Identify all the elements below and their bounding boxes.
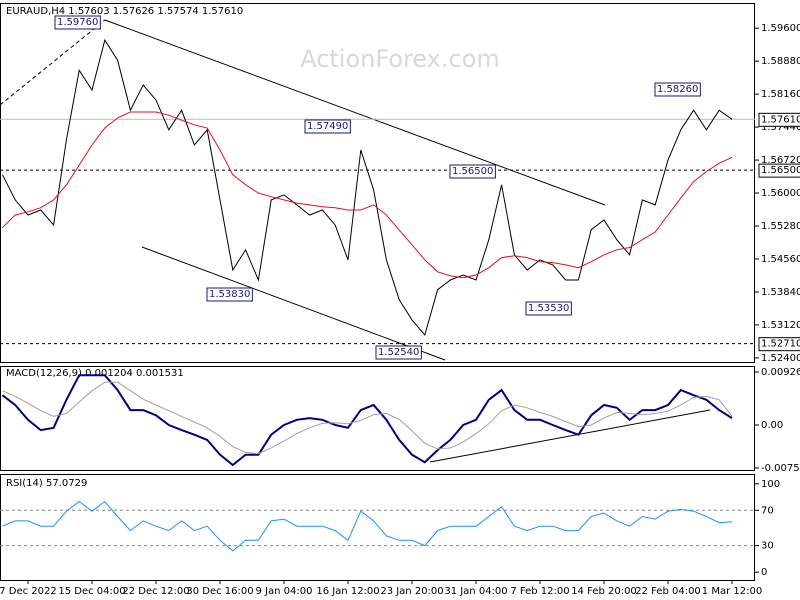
series-line <box>2 500 733 552</box>
level-label: 1.56500 <box>761 165 800 176</box>
series-line <box>2 111 733 279</box>
price-annotation: 1.52540 <box>378 347 419 358</box>
y-tick-label: 0.009263 <box>761 367 800 378</box>
x-tick-label: 7 Feb 12:00 <box>510 586 569 597</box>
price-annotation: 1.56500 <box>452 166 493 177</box>
label-box <box>54 15 101 30</box>
y-tick-label: -0.007517 <box>761 463 800 474</box>
trend-line <box>104 19 606 206</box>
x-tick-label: 15 Dec 04:00 <box>58 586 125 597</box>
price-annotation: 1.53830 <box>209 289 250 300</box>
label-box <box>758 163 800 178</box>
y-tick-label: 0 <box>761 567 767 578</box>
price-title: EURAUD,H4 1.57603 1.57626 1.57574 1.5761… <box>6 6 243 17</box>
level-label: 1.52710 <box>761 339 800 350</box>
x-tick-label: 31 Jan 04:00 <box>444 586 507 597</box>
series-line <box>1 374 733 467</box>
macd-title: MACD(12,26,9) 0.001204 0.001531 <box>6 368 184 379</box>
y-tick-label: 0.00 <box>761 420 783 431</box>
x-tick-label: 23 Jan 20:00 <box>380 586 443 597</box>
y-tick-label: 1.53840 <box>761 287 800 298</box>
y-tick-label: 1.53120 <box>761 320 800 331</box>
x-tick-label: 22 Dec 12:00 <box>122 586 189 597</box>
x-tick-label: 30 Dec 16:00 <box>186 586 253 597</box>
trend-line <box>141 246 446 361</box>
label-box <box>449 164 496 179</box>
y-tick-label: 1.59600 <box>761 23 800 34</box>
label-box <box>758 112 800 127</box>
x-tick-label: 9 Jan 04:00 <box>256 586 313 597</box>
watermark: ActionForex.com <box>300 45 500 73</box>
y-tick-label: 1.56000 <box>761 188 800 199</box>
x-tick-label: 7 Dec 2022 <box>0 586 57 597</box>
y-tick-label: 1.56720 <box>761 155 800 166</box>
label-box <box>525 301 572 316</box>
x-tick-label: 14 Feb 20:00 <box>571 586 637 597</box>
y-tick-label: 30 <box>761 541 774 552</box>
trend-line <box>429 409 711 463</box>
y-tick-label: 1.54560 <box>761 254 800 265</box>
y-tick-label: 70 <box>761 505 774 516</box>
rsi-panel <box>0 474 755 581</box>
series-line <box>1 38 733 337</box>
label-box <box>206 287 253 302</box>
y-tick-label: 1.58160 <box>761 89 800 100</box>
label-box <box>758 337 800 352</box>
price-label: 1.57610 <box>761 114 800 125</box>
y-tick-label: 1.52400 <box>761 353 800 364</box>
label-box <box>654 82 701 97</box>
price-annotation: 1.59760 <box>57 17 98 28</box>
trend-line <box>0 19 106 106</box>
x-tick-label: 1 Mar 12:00 <box>702 586 762 597</box>
x-tick-label: 22 Feb 04:00 <box>635 586 701 597</box>
label-box <box>304 119 351 134</box>
macd-panel <box>0 366 755 471</box>
price-annotation: 1.53530 <box>528 303 569 314</box>
x-tick-label: 16 Jan 12:00 <box>316 586 379 597</box>
price-panel <box>0 3 755 363</box>
y-tick-label: 1.58880 <box>761 56 800 67</box>
y-tick-label: 1.55280 <box>761 221 800 232</box>
price-annotation: 1.58260 <box>657 84 698 95</box>
label-box <box>375 345 422 360</box>
series-line <box>2 381 733 455</box>
rsi-title: RSI(14) 57.0729 <box>6 478 87 489</box>
y-tick-label: 1.57440 <box>761 122 800 133</box>
price-annotation: 1.57490 <box>307 121 348 132</box>
y-tick-label: 100 <box>761 479 780 490</box>
